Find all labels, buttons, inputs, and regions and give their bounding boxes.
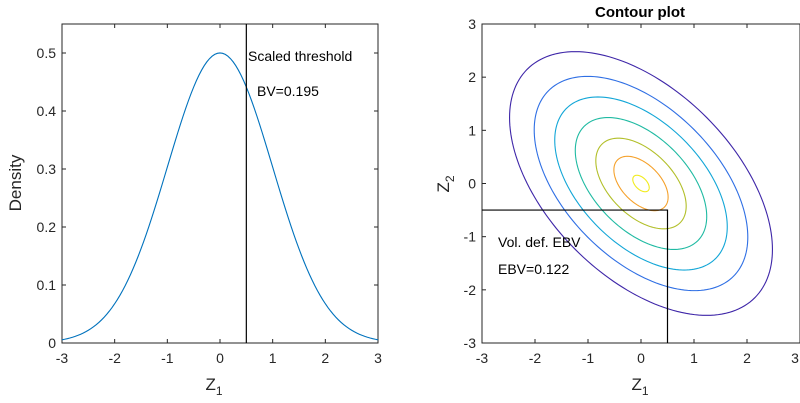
y-tick-label: -2	[464, 282, 477, 298]
y-tick-label: -3	[464, 335, 477, 351]
x-tick-label: -2	[108, 350, 121, 366]
density-panel: -3 -2 -1 0 1 2 3 0 0.1 0.2 0.3 0.4 0.5 Scaled thresh…	[6, 23, 383, 398]
contour-level	[554, 96, 728, 271]
density-ticks	[61, 24, 379, 344]
ebv-region-boundary	[482, 209, 669, 343]
region-annotation: Vol. def. EBV	[498, 234, 581, 250]
y-tick-label: 3	[468, 16, 476, 32]
y-tick-label: 0.5	[37, 45, 57, 61]
y-tick-label: 0.4	[37, 103, 57, 119]
x-label-sub: 1	[642, 384, 649, 398]
contour-lines	[509, 51, 773, 316]
x-tick-label: 0	[637, 350, 645, 366]
x-tick-label: -1	[582, 350, 595, 366]
contour-tick-labels: -3 -2 -1 0 1 2 3 -3 -2 -1 0 1 2 3	[464, 16, 800, 366]
y-tick-label: 0	[468, 176, 476, 192]
density-axes-box	[61, 23, 379, 344]
y-tick-label: -1	[464, 229, 477, 245]
y-tick-label: 0	[48, 335, 56, 351]
contour-y-axis-label: Z2	[434, 175, 457, 192]
contour-x-axis-label: Z1	[631, 375, 648, 398]
x-tick-label: -3	[476, 350, 489, 366]
x-tick-label: 0	[216, 350, 224, 366]
y-label-main: Z	[434, 182, 453, 192]
x-tick-label: -2	[529, 350, 542, 366]
y-tick-label: 2	[468, 69, 476, 85]
contour-level	[595, 137, 687, 230]
contour-title: Contour plot	[595, 4, 685, 21]
y-tick-label: 0.1	[37, 277, 57, 293]
x-tick-label: 1	[269, 350, 277, 366]
y-tick-label: 0.2	[37, 219, 57, 235]
y-tick-label: 0.3	[37, 161, 57, 177]
x-tick-label: 3	[374, 350, 382, 366]
contour-level	[632, 174, 650, 193]
y-label-sub: 2	[443, 175, 457, 182]
density-tick-labels: -3 -2 -1 0 1 2 3 0 0.1 0.2 0.3 0.4 0.5	[37, 45, 383, 366]
x-tick-label: -1	[161, 350, 174, 366]
x-tick-label: -3	[56, 350, 69, 366]
ebv-annotation: EBV=0.122	[498, 261, 569, 277]
y-tick-label: 1	[468, 122, 476, 138]
x-tick-label: 1	[690, 350, 698, 366]
density-x-axis-label: Z1	[205, 375, 222, 398]
density-y-axis-label: Density	[6, 154, 25, 211]
x-label-sub: 1	[216, 384, 223, 398]
contour-level	[509, 51, 773, 316]
contour-panel: Contour plot -3 -2 -1 0 1 2 3 -3 -2 -1 0 1 2 3 Vol. d…	[434, 4, 800, 398]
threshold-annotation: Scaled threshold	[248, 48, 352, 64]
contour-level	[533, 75, 749, 292]
x-tick-label: 2	[321, 350, 329, 366]
x-label-main: Z	[631, 375, 641, 394]
contour-level	[574, 117, 708, 250]
x-label-main: Z	[205, 375, 215, 394]
contour-ticks	[481, 23, 800, 344]
bv-annotation: BV=0.195	[257, 83, 319, 99]
density-curve	[61, 52, 379, 341]
x-tick-label: 3	[791, 350, 799, 366]
contour-axes-box	[481, 23, 800, 344]
contour-level	[613, 155, 669, 212]
x-tick-label: 2	[743, 350, 751, 366]
